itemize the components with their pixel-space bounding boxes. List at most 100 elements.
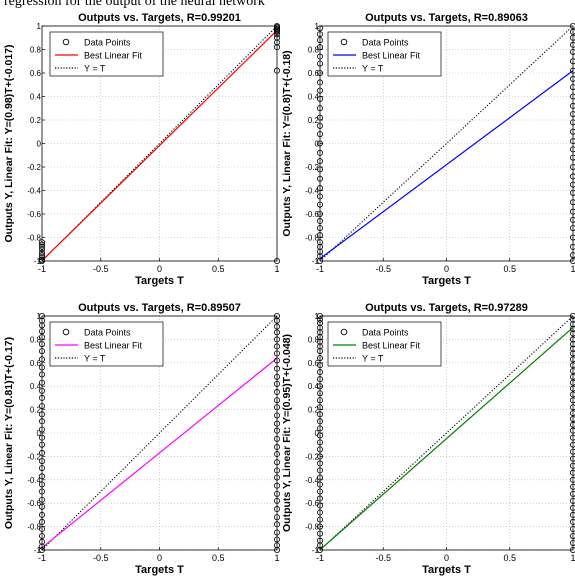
y-tick-label: 0 bbox=[37, 140, 42, 149]
y-tick-label: -0.6 bbox=[305, 210, 319, 219]
y-tick-label: -0.2 bbox=[305, 163, 319, 172]
legend-label: Best Linear Fit bbox=[84, 51, 143, 61]
y-tick-label: 0 bbox=[315, 140, 320, 149]
data-point bbox=[39, 503, 46, 510]
data-point bbox=[316, 158, 323, 165]
x-tick-label: 1 bbox=[274, 553, 279, 563]
legend-label: Y = T bbox=[84, 64, 106, 74]
chart-panel-2: -1 -0.5 0 0.5 1 -1 -0.8 -0.6 -0.4 -0.2 0 0.2 0.4 0.6 0… bbox=[281, 12, 575, 287]
y-tick-label: 0.8 bbox=[308, 335, 320, 344]
data-point bbox=[570, 67, 575, 74]
x-tick-label: -0.5 bbox=[375, 264, 391, 274]
y-tick-label: -0.6 bbox=[27, 499, 41, 508]
data-point bbox=[39, 403, 46, 410]
data-point bbox=[316, 411, 323, 418]
legend-marker-data-points bbox=[62, 328, 70, 336]
data-point bbox=[273, 529, 280, 536]
data-point bbox=[570, 189, 575, 196]
data-point bbox=[39, 246, 46, 253]
data-point bbox=[570, 504, 575, 511]
data-point bbox=[316, 343, 323, 350]
data-point bbox=[570, 404, 575, 411]
y-axis-label: Outputs Y, Linear Fit: Y=(0.98)T+(-0.017… bbox=[3, 45, 15, 243]
data-point bbox=[316, 324, 323, 331]
data-point bbox=[570, 379, 575, 386]
y-tick-label: -0.4 bbox=[27, 187, 41, 196]
data-point bbox=[273, 312, 280, 319]
data-point bbox=[273, 28, 280, 35]
data-point bbox=[316, 105, 323, 112]
data-point bbox=[316, 53, 323, 60]
y-tick-label: 1 bbox=[315, 22, 320, 31]
data-point bbox=[316, 509, 323, 516]
identity-line bbox=[41, 25, 278, 262]
data-point bbox=[570, 350, 575, 357]
y-tick-label: 0.2 bbox=[308, 116, 320, 125]
data-point bbox=[316, 329, 323, 336]
data-point bbox=[39, 511, 46, 518]
data-point bbox=[39, 239, 46, 246]
data-point bbox=[316, 316, 323, 323]
legend-label: Best Linear Fit bbox=[362, 51, 421, 61]
data-point bbox=[570, 391, 575, 398]
data-point bbox=[39, 418, 46, 425]
legend-box bbox=[49, 31, 164, 77]
data-point bbox=[570, 441, 575, 448]
y-tick-label: 1 bbox=[315, 312, 320, 321]
y-tick-label: 0 bbox=[315, 429, 320, 438]
x-tick-label: 0.5 bbox=[503, 553, 516, 563]
data-point bbox=[570, 48, 575, 55]
data-point bbox=[570, 427, 575, 434]
y-tick-label: 0.6 bbox=[308, 69, 320, 78]
x-tick-label: -0.5 bbox=[93, 553, 109, 563]
data-point bbox=[570, 41, 575, 48]
x-axis-label: Targets T bbox=[422, 275, 471, 287]
data-point bbox=[273, 317, 280, 324]
data-point bbox=[316, 248, 323, 255]
data-point bbox=[316, 79, 323, 86]
data-point bbox=[39, 379, 46, 386]
data-point bbox=[570, 539, 575, 546]
data-point bbox=[273, 343, 280, 350]
data-point bbox=[570, 397, 575, 404]
data-point bbox=[570, 356, 575, 363]
data-point bbox=[570, 462, 575, 469]
data-point bbox=[316, 488, 323, 495]
data-point bbox=[316, 320, 323, 327]
x-tick-label: -1 bbox=[316, 553, 324, 563]
data-point bbox=[39, 341, 46, 348]
data-point bbox=[570, 532, 575, 539]
data-point bbox=[39, 356, 46, 363]
identity-line bbox=[319, 315, 574, 551]
data-point bbox=[316, 37, 323, 44]
data-point bbox=[39, 538, 46, 545]
data-point bbox=[316, 425, 323, 432]
data-point bbox=[273, 467, 280, 474]
data-point bbox=[316, 348, 323, 355]
data-point bbox=[316, 516, 323, 523]
data-point bbox=[273, 404, 280, 411]
x-axis-label: Targets T bbox=[422, 564, 471, 576]
data-point bbox=[273, 490, 280, 497]
legend-label: Best Linear Fit bbox=[362, 341, 421, 351]
chart-title: Outputs vs. Targets, R=0.99201 bbox=[78, 12, 241, 24]
data-point bbox=[570, 128, 575, 135]
y-tick-label: 1 bbox=[37, 22, 42, 31]
data-point bbox=[273, 444, 280, 451]
data-point bbox=[39, 411, 46, 418]
data-point bbox=[316, 446, 323, 453]
data-point bbox=[570, 173, 575, 180]
y-tick-label: 1 bbox=[37, 312, 42, 321]
data-point bbox=[570, 208, 575, 215]
data-point bbox=[39, 532, 46, 539]
best-fit-line bbox=[41, 357, 278, 549]
data-point bbox=[570, 362, 575, 369]
data-point bbox=[316, 467, 323, 474]
x-tick-label: -1 bbox=[38, 553, 46, 563]
y-axis-label: Outputs Y, Linear Fit: Y=(0.81)T+(-0.17) bbox=[3, 337, 15, 529]
data-point bbox=[570, 518, 575, 525]
y-tick-label: 0.4 bbox=[30, 382, 42, 391]
legend-box bbox=[327, 31, 442, 77]
data-point bbox=[570, 325, 575, 332]
data-point bbox=[39, 449, 46, 456]
